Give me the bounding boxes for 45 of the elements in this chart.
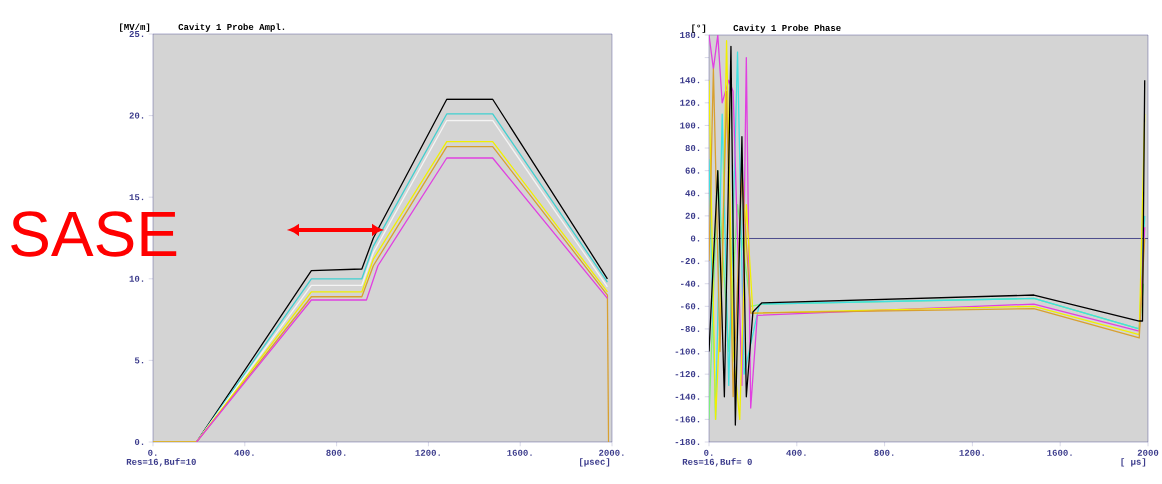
y-tick-label: 0.	[134, 438, 144, 446]
text: Res=16,Buf=10	[126, 458, 196, 467]
y-axis-title: [°]	[692, 24, 706, 33]
x-tick-label: 2000	[1137, 449, 1159, 456]
y-tick-label: 20.	[685, 212, 700, 219]
x-tick-label: 1600.	[1047, 449, 1072, 456]
y-tick-label: 40.	[685, 190, 700, 197]
y-tick-label: -180.	[675, 438, 700, 446]
y-tick-label: 10.	[129, 275, 144, 282]
y-tick-label: -20.	[681, 258, 700, 265]
x-axis-title: [ µs]	[1121, 458, 1146, 467]
x-tick-label: 1200.	[415, 449, 440, 456]
y-tick-label: 100.	[680, 122, 700, 129]
annotation: SASE	[11, 211, 177, 257]
x-tick-label: 800.	[874, 449, 894, 456]
x-tick-label: 0.	[148, 449, 157, 456]
y-tick-label: -40.	[681, 280, 700, 287]
y-tick-label: -100.	[675, 348, 700, 355]
x-tick-label: 800.	[326, 449, 346, 456]
y-tick-label: 140.	[680, 77, 700, 84]
x-axis-title: [µsec]	[580, 458, 610, 467]
y-tick-label: 25.	[129, 30, 144, 38]
chart-title: Cavity 1 Probe Phase	[733, 24, 841, 33]
x-tick-label: 1200.	[959, 449, 984, 456]
y-tick-label: 120.	[680, 99, 700, 106]
y-tick-label: -80.	[681, 325, 700, 332]
text: Res=16,Buf= 0	[682, 458, 752, 467]
y-tick-label: 180.	[680, 31, 700, 39]
y-tick-label: 20.	[129, 112, 144, 119]
y-tick-label: 5.	[134, 357, 144, 364]
y-tick-label: -120.	[675, 371, 700, 378]
y-tick-label: 0.	[690, 235, 700, 242]
y-tick-label: 60.	[685, 167, 700, 174]
y-tick-label: 80.	[685, 144, 700, 152]
y-tick-label: -60.	[681, 303, 700, 310]
y-axis-title: [MV/m]	[120, 23, 150, 32]
x-tick-label: 1600.	[507, 449, 532, 456]
y-tick-label: 15.	[129, 194, 144, 201]
chart-title: Cavity 1 Probe Ampl.	[178, 23, 285, 32]
y-tick-label: -140.	[675, 393, 700, 400]
x-tick-label: 0.	[704, 449, 713, 456]
x-tick-label: 400.	[786, 449, 806, 456]
x-tick-label: 400.	[234, 449, 254, 456]
y-tick-label: -160.	[675, 416, 700, 423]
x-tick-label: 2000.	[599, 449, 624, 456]
